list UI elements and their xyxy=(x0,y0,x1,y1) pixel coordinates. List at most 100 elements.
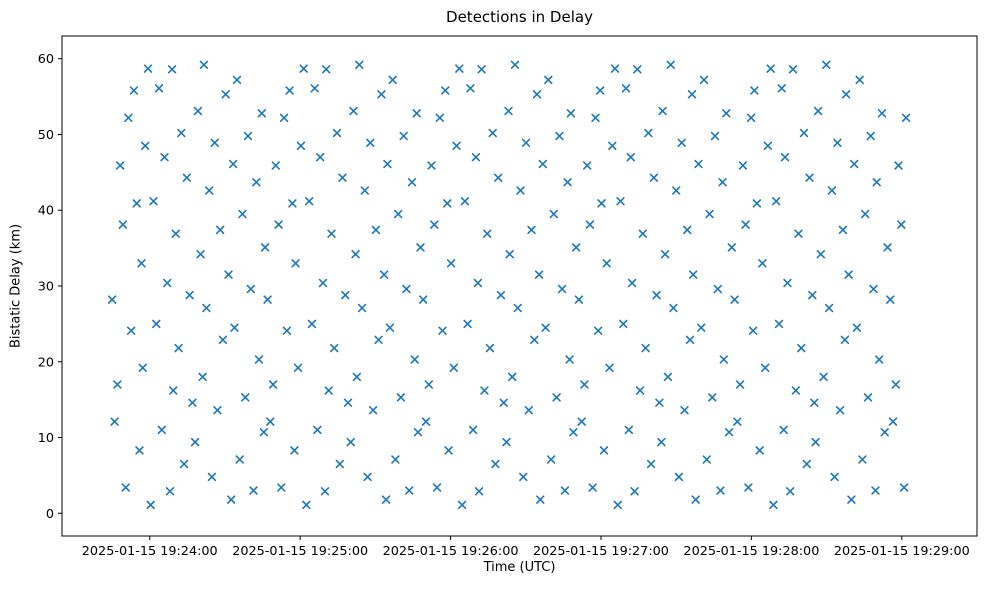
scatter-point xyxy=(282,326,292,335)
scatter-point xyxy=(277,483,286,492)
scatter-point xyxy=(883,243,892,252)
scatter-point xyxy=(758,259,767,268)
scatter-point xyxy=(182,173,191,182)
scatter-point xyxy=(808,290,817,300)
scatter-point xyxy=(794,229,803,238)
scatter-point xyxy=(457,500,467,510)
scatter-point xyxy=(163,278,172,288)
scatter-point xyxy=(129,86,139,95)
scatter-point xyxy=(660,250,670,259)
scatter-point xyxy=(285,86,294,95)
scatter-point xyxy=(477,65,486,74)
scatter-point xyxy=(779,425,788,435)
scatter-point xyxy=(274,220,283,229)
scatter-point xyxy=(872,178,881,187)
scatter-points xyxy=(107,60,911,510)
scatter-point xyxy=(899,483,909,492)
scatter-point xyxy=(310,84,319,93)
y-tick-label: 40 xyxy=(38,204,54,219)
scatter-point xyxy=(510,60,520,69)
scatter-point xyxy=(421,417,431,426)
scatter-point xyxy=(852,323,862,332)
scatter-point xyxy=(381,495,391,504)
scatter-point xyxy=(335,459,344,469)
scatter-point xyxy=(880,428,889,437)
scatter-point xyxy=(888,417,898,426)
scatter-point xyxy=(594,326,603,335)
scatter-point xyxy=(412,109,421,118)
scatter-point xyxy=(229,159,238,169)
scatter-point xyxy=(822,60,831,69)
x-tick-label: 2025-01-15 19:27:00 xyxy=(533,544,669,559)
scatter-point xyxy=(216,225,225,235)
scatter-point xyxy=(107,295,117,304)
scatter-point xyxy=(516,186,525,195)
scatter-point xyxy=(407,178,417,187)
scatter-point xyxy=(866,131,875,141)
scatter-point xyxy=(669,303,678,313)
scatter-point xyxy=(177,128,186,138)
scatter-point xyxy=(799,128,809,138)
scatter-point xyxy=(213,406,222,415)
scatter-point xyxy=(296,141,306,150)
scatter-point xyxy=(748,326,758,335)
scatter-point xyxy=(627,278,637,288)
scatter-point xyxy=(841,90,851,99)
scatter-point xyxy=(788,65,798,74)
scatter-point xyxy=(394,209,403,219)
scatter-point xyxy=(424,380,433,389)
scatter-point xyxy=(146,500,155,510)
scatter-point xyxy=(730,295,739,304)
scatter-point xyxy=(505,250,514,259)
scatter-point xyxy=(580,380,589,389)
scatter-point xyxy=(591,113,600,122)
scatter-point xyxy=(727,243,736,252)
scatter-point xyxy=(674,472,684,482)
scatter-point xyxy=(473,278,483,288)
scatter-point xyxy=(185,290,194,300)
scatter-point xyxy=(519,472,528,482)
scatter-point xyxy=(763,141,773,150)
scatter-point xyxy=(167,65,177,74)
scatter-point xyxy=(190,437,200,447)
scatter-point xyxy=(835,406,845,415)
scatter-point xyxy=(663,372,673,382)
scatter-point xyxy=(532,90,542,99)
scatter-point xyxy=(858,455,867,464)
scatter-point xyxy=(750,86,759,95)
scatter-point xyxy=(346,437,355,447)
scatter-point xyxy=(638,229,647,238)
scatter-point xyxy=(491,459,500,469)
scatter-point xyxy=(705,209,714,219)
scatter-point xyxy=(649,173,659,182)
scatter-point xyxy=(485,343,495,353)
scatter-point xyxy=(530,335,539,344)
scatter-point xyxy=(597,199,606,208)
scatter-point xyxy=(332,128,342,138)
scatter-point xyxy=(641,343,650,353)
scatter-point xyxy=(502,437,511,447)
scatter-point xyxy=(471,153,481,162)
scatter-point xyxy=(316,153,325,162)
scatter-point xyxy=(687,90,697,99)
scatter-point xyxy=(719,355,728,364)
scatter-point xyxy=(254,355,264,364)
scatter-point xyxy=(235,455,244,464)
scatter-point xyxy=(772,197,781,206)
scatter-point xyxy=(783,278,792,288)
scatter-point xyxy=(565,355,574,364)
scatter-point xyxy=(786,487,795,496)
scatter-point xyxy=(452,141,461,150)
scatter-point xyxy=(646,459,656,469)
scatter-point xyxy=(541,323,550,332)
scatter-point xyxy=(713,284,722,294)
scatter-point xyxy=(154,84,164,93)
scatter-point xyxy=(171,229,180,238)
scatter-point xyxy=(563,178,572,187)
x-axis-label: Time (UTC) xyxy=(483,560,556,575)
scatter-point xyxy=(480,386,489,395)
scatter-point xyxy=(761,363,770,372)
scatter-point xyxy=(468,425,478,435)
scatter-point xyxy=(483,229,492,238)
scatter-point xyxy=(560,486,570,495)
